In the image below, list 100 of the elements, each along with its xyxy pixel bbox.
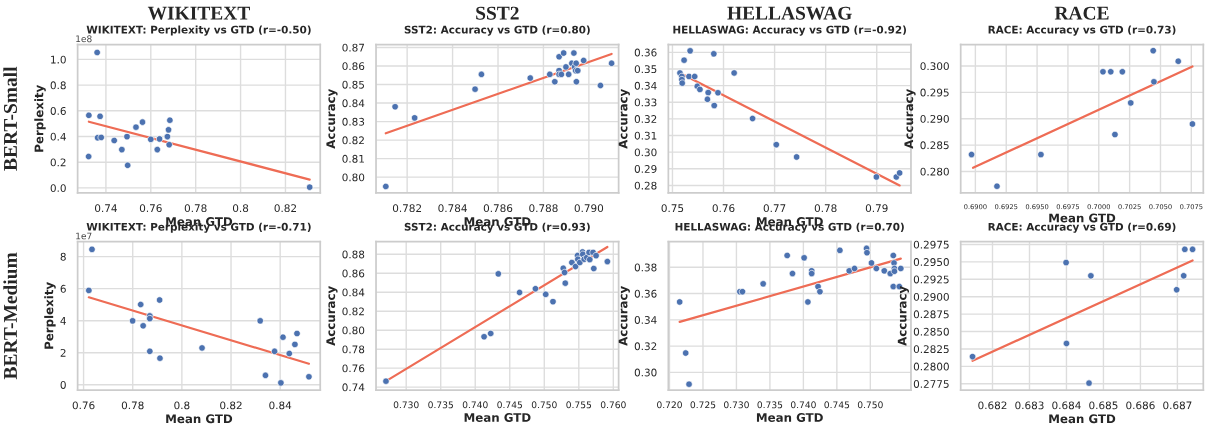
x-tick-label: 0.684 [1052, 401, 1081, 410]
chart-title: HELLASWAG [727, 6, 852, 20]
x-tick-label: 0.74 [95, 204, 117, 213]
y-tick-label: 0.300 [920, 62, 949, 71]
y-tick-label: 0.33 [634, 98, 657, 107]
x-axis-title: Mean GTD [1049, 414, 1116, 424]
x-tick-label: 0.725 [690, 401, 716, 409]
y-tick-label: 0.78 [342, 345, 365, 354]
y-tick-label: 0.2900 [913, 292, 949, 301]
x-tick-label: 0.685 [1089, 401, 1118, 410]
y-tick-label: 0.2950 [913, 258, 949, 266]
x-tick-label: 0.790 [574, 204, 604, 213]
x-tick-label: 0.784 [438, 204, 467, 213]
y-tick-label: 2 [60, 348, 66, 357]
y-axis-title: Accuracy [897, 286, 909, 346]
y-tick-label: 0.2925 [913, 275, 949, 284]
x-tick-label: 0.82 [274, 204, 296, 213]
y-tick-label: 0.82 [342, 136, 364, 145]
x-tick-label: 0.78 [184, 204, 207, 213]
y-tick-label: 0.87 [342, 43, 365, 52]
y-tick-label: 0.285 [920, 141, 949, 150]
text: 1e8 [76, 35, 92, 43]
x-tick-label: 0.730 [393, 401, 419, 409]
y-tick-label: 0.2825 [913, 345, 949, 354]
y-tick-label: 0.290 [920, 114, 949, 123]
x-tick-label: 0.760 [600, 401, 626, 409]
x-tick-label: 0.77 [763, 204, 786, 213]
y-tick-label: 0.86 [342, 62, 365, 71]
x-tick-label: 0.745 [824, 401, 850, 409]
y-tick-label: 0.8 [50, 81, 66, 90]
x-tick-label: 0.735 [428, 401, 453, 409]
y-axis-title: Accuracy [326, 286, 338, 346]
x-tick-label: 0.740 [462, 401, 488, 409]
y-tick-label: 0.84 [342, 99, 365, 108]
text: 1e7 [76, 232, 92, 240]
y-tick-label: 0.34 [634, 316, 657, 324]
y-tick-label: 0.38 [634, 263, 657, 272]
x-tick-label: 0.79 [865, 204, 888, 213]
y-tick-label: 0.34 [634, 81, 657, 90]
y-tick-label: 0.6 [50, 107, 66, 115]
y-tick-label: 0.28 [634, 181, 657, 190]
y-tick-label: 0.29 [634, 165, 657, 173]
x-tick-label: 0.730 [724, 401, 749, 409]
x-tick-label: 0.755 [566, 401, 592, 409]
x-axis-title: Mean GTD [756, 413, 823, 422]
y-tick-label: 0.2 [50, 158, 66, 167]
y-tick-label: 0.76 [342, 364, 365, 373]
x-tick-label: 0.682 [978, 401, 1007, 410]
y-tick-label: 0.85 [342, 80, 365, 89]
x-tick-label: 0.683 [1015, 401, 1044, 410]
chart-subtitle: HELLASWAG: Accuracy vs GTD (r=-0.92) [673, 25, 906, 36]
x-axis-title: Mean GTD [464, 413, 531, 422]
y-axis-title: Accuracy [904, 88, 916, 149]
y-tick-label: 0.36 [634, 48, 657, 57]
y-axis-title: Accuracy [326, 88, 338, 149]
x-tick-label: 0.78 [814, 204, 837, 213]
y-tick-label: 0.2875 [913, 310, 949, 319]
y-tick-label: 0.36 [634, 289, 657, 298]
y-tick-label: 0.2775 [913, 380, 949, 388]
x-tick-label: 0.78 [121, 401, 144, 410]
y-tick-label: 0.2975 [913, 240, 949, 249]
y-tick-label: 0.88 [342, 250, 365, 259]
y-tick-label: 0.0 [50, 184, 66, 193]
x-tick-label: 0.75 [661, 204, 684, 213]
x-tick-label: 0.84 [269, 401, 292, 410]
y-tick-label: 0.2800 [913, 362, 949, 371]
x-axis-title: Mean GTD [166, 414, 233, 424]
y-tick-label: 0.32 [634, 342, 657, 351]
x-tick-label: 0.82 [220, 401, 242, 410]
y-tick-label: 1.0 [51, 55, 66, 64]
x-tick-label: 0.8 [174, 401, 190, 410]
x-axis-title: Mean GTD [1049, 213, 1116, 223]
y-tick-label: 0.74 [342, 383, 365, 392]
y-tick-label: 0.82 [342, 307, 364, 316]
text: BERT-Medium [3, 252, 18, 380]
y-axis-title: Accuracy [618, 88, 630, 149]
x-tick-label: 0.782 [392, 204, 422, 213]
y-axis-title: Accuracy [618, 286, 630, 346]
x-tick-label: 0.76 [139, 204, 162, 213]
y-tick-label: 0.83 [342, 117, 365, 126]
x-tick-label: 0.76 [712, 204, 735, 213]
x-tick-label: 0.686 [1126, 401, 1155, 410]
x-tick-label: 0.786 [483, 204, 513, 213]
chart-title: WIKITEXT [147, 6, 250, 20]
y-tick-label: 0.280 [920, 167, 949, 176]
chart-subtitle: WIKITEXT: Perplexity vs GTD (r=-0.50) [86, 25, 311, 36]
x-tick-label: 0.8 [232, 204, 249, 213]
x-tick-label: 0.76 [72, 401, 95, 410]
y-tick-label: 0.32 [634, 115, 657, 123]
y-tick-label: 0.80 [342, 326, 365, 335]
y-tick-label: 0.86 [342, 269, 365, 278]
x-tick-label: 0.750 [531, 401, 557, 409]
y-tick-label: 0.35 [634, 65, 657, 74]
y-tick-label: 0.30 [634, 148, 657, 157]
x-tick-label: 0.745 [497, 401, 522, 409]
x-tick-label: 0.687 [1163, 401, 1192, 410]
y-tick-label: 4 [60, 317, 66, 325]
y-tick-label: 0.30 [634, 368, 657, 377]
text: BERT-Small [3, 66, 17, 171]
chart-title: RACE: Accuracy vs GTD (r=0.69) [988, 222, 1176, 233]
